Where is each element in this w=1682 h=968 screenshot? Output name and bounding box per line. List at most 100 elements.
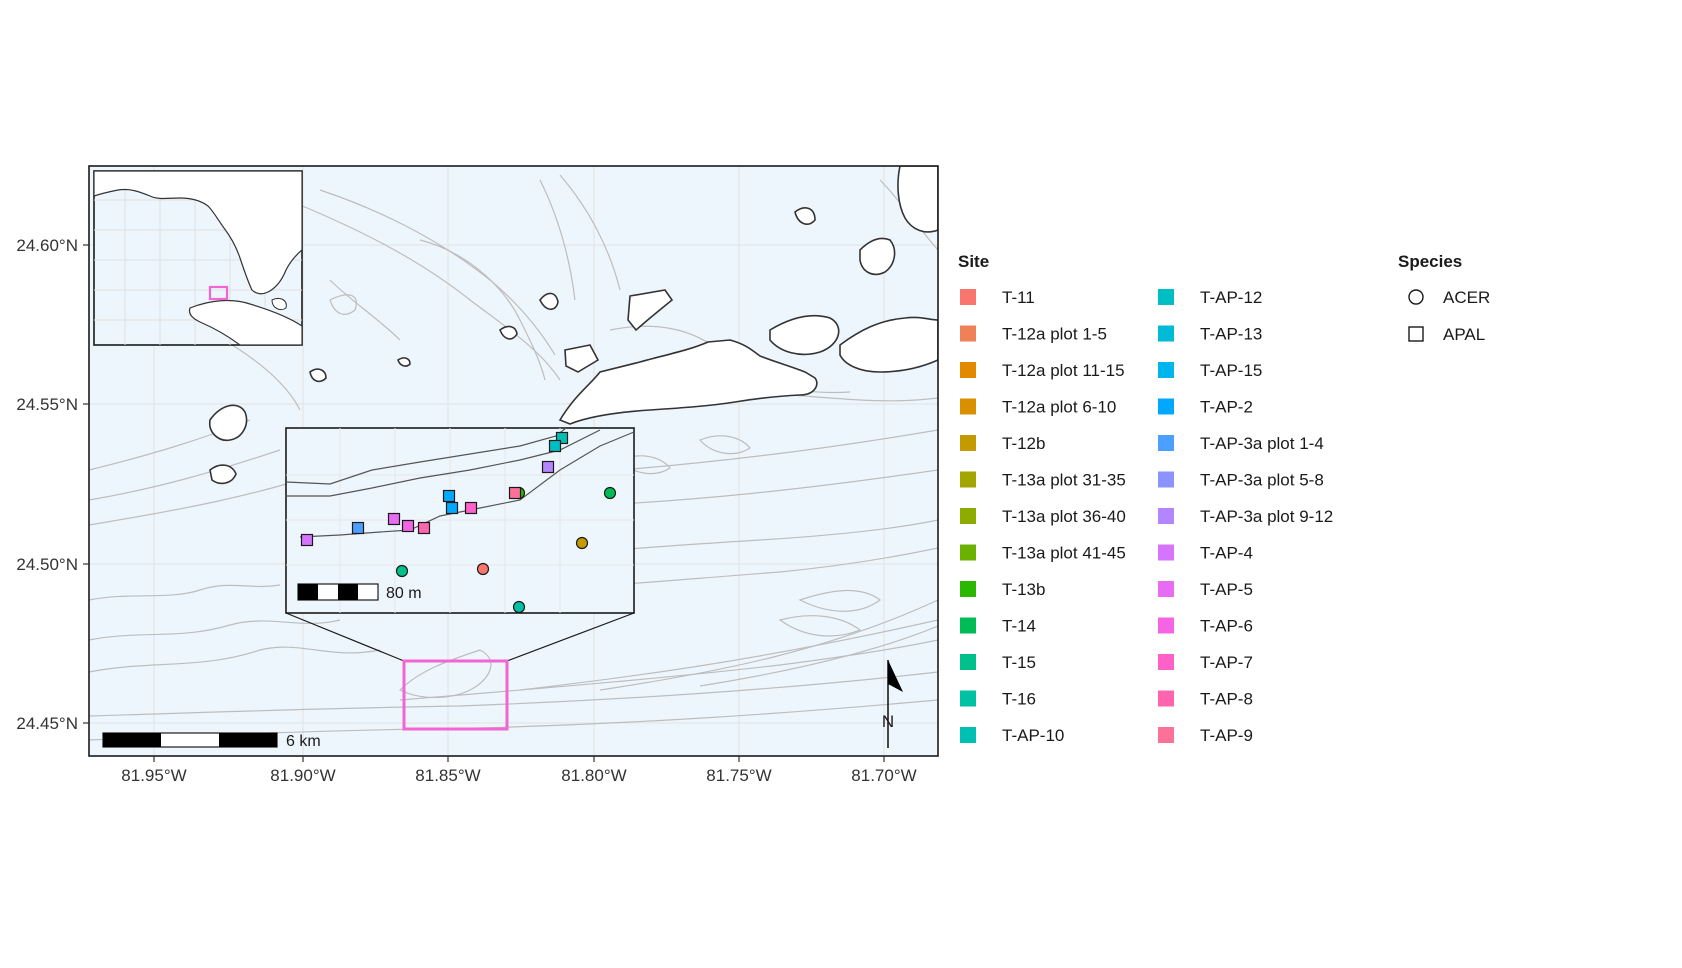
site-legend-title: Site xyxy=(958,252,989,271)
site-color-key xyxy=(1158,690,1174,707)
site-legend-item: T-AP-3a plot 5-8 xyxy=(1158,471,1324,490)
acer-site-marker xyxy=(603,486,617,500)
site-legend-item: T-13a plot 36-40 xyxy=(960,507,1126,526)
site-legend-label: T-14 xyxy=(1002,617,1036,636)
apal-site-marker xyxy=(548,439,562,453)
north-arrow: N xyxy=(882,660,903,748)
site-legend-item: T-AP-15 xyxy=(1158,361,1262,380)
x-tick-label: 81.80°W xyxy=(561,766,626,785)
site-legend-label: T-16 xyxy=(1002,690,1036,709)
inset-scale-bar-label: 80 m xyxy=(386,585,422,602)
site-legend-label: T-12a plot 1-5 xyxy=(1002,325,1107,344)
site-color-key xyxy=(960,690,976,707)
site-color-key xyxy=(1158,435,1174,451)
site-legend-item: T-AP-8 xyxy=(1158,690,1253,709)
site-legend-label: T-15 xyxy=(1002,653,1036,672)
site-color-key xyxy=(960,362,976,378)
site-legend-item: T-AP-12 xyxy=(1158,288,1262,307)
sites-inset: 80 m xyxy=(285,427,635,614)
study-area-box xyxy=(285,612,635,731)
x-tick-label: 81.85°W xyxy=(415,766,480,785)
x-tick-label: 81.70°W xyxy=(851,766,916,785)
acer-site-marker xyxy=(575,536,589,550)
site-legend-item: T-AP-4 xyxy=(1158,544,1253,563)
apal-site-marker xyxy=(464,501,478,515)
apal-site-marker xyxy=(401,519,415,533)
site-color-key xyxy=(1158,362,1174,378)
woman-key xyxy=(309,368,327,383)
scale-bar: 6 km xyxy=(102,732,321,750)
site-legend-label: T-12a plot 11-15 xyxy=(1002,361,1125,380)
x-tick-label: 81.90°W xyxy=(270,766,335,785)
site-legend-label: T-13a plot 36-40 xyxy=(1002,507,1126,526)
site-color-key xyxy=(1158,398,1174,415)
site-legend-label: T-AP-8 xyxy=(1200,690,1253,709)
x-tick-label: 81.75°W xyxy=(706,766,771,785)
site-color-key xyxy=(960,544,976,561)
site-legend-label: T-AP-3a plot 5-8 xyxy=(1200,471,1324,490)
site-legend: Site T-11 T-12a plot 1-5 T-12a plot 11-15 T… xyxy=(958,252,1333,745)
site-legend-label: T-AP-5 xyxy=(1200,580,1253,599)
site-legend-label: T-13a plot 31-35 xyxy=(1002,471,1126,490)
mule-key xyxy=(499,325,518,340)
site-legend-item: T-AP-3a plot 1-4 xyxy=(1158,434,1324,453)
apal-site-marker xyxy=(387,512,401,526)
site-legend-item: T-14 xyxy=(960,617,1036,636)
species-legend-title: Species xyxy=(1398,252,1462,271)
northern-islet xyxy=(794,207,816,225)
study-area-marker xyxy=(208,285,229,301)
site-color-key xyxy=(1158,654,1174,670)
site-color-key xyxy=(1158,471,1174,488)
acer-site-marker xyxy=(476,562,490,576)
acer-site-marker xyxy=(512,600,526,614)
site-legend-item: T-13a plot 41-45 xyxy=(960,544,1126,563)
site-legend-item: T-AP-2 xyxy=(1158,398,1253,417)
site-color-key xyxy=(960,727,976,743)
site-color-key xyxy=(1158,617,1174,634)
boca-chica xyxy=(839,316,938,373)
site-legend-item: T-13a plot 31-35 xyxy=(960,471,1126,490)
stock-island xyxy=(769,314,840,356)
species-legend-label: ACER xyxy=(1443,288,1490,307)
site-color-key xyxy=(1158,289,1174,305)
acer-site-marker xyxy=(395,564,409,578)
y-tick-label: 24.60°N xyxy=(16,236,78,255)
species-legend: Species ACER APAL xyxy=(1398,252,1490,344)
site-legend-label: T-AP-9 xyxy=(1200,726,1253,745)
site-color-key xyxy=(1158,581,1174,597)
north-arrow-label: N xyxy=(882,712,894,731)
coastline xyxy=(208,166,938,485)
site-legend-item: T-12a plot 11-15 xyxy=(960,361,1125,380)
site-legend-label: T-AP-13 xyxy=(1200,325,1262,344)
site-legend-item: T-12b xyxy=(960,434,1045,453)
x-tick-label: 81.95°W xyxy=(121,766,186,785)
scale-bar-label: 6 km xyxy=(286,733,321,750)
site-legend-label: T-11 xyxy=(1002,288,1035,307)
site-legend-item: T-12a plot 6-10 xyxy=(960,398,1116,417)
y-tick-label: 24.50°N xyxy=(16,555,78,574)
site-legend-label: T-AP-2 xyxy=(1200,398,1253,417)
site-legend-label: T-12a plot 6-10 xyxy=(1002,398,1116,417)
cuba-landmass xyxy=(188,299,302,345)
site-color-key xyxy=(960,398,976,415)
site-legend-item: T-AP-9 xyxy=(1158,726,1253,745)
sunset-key xyxy=(539,292,559,311)
florida-landmass xyxy=(94,171,302,295)
site-legend-label: T-AP-4 xyxy=(1200,544,1253,563)
site-legend-item: T-AP-13 xyxy=(1158,325,1262,344)
site-legend-item: T-15 xyxy=(960,653,1036,672)
apal-site-marker xyxy=(508,486,522,500)
site-legend-label: T-13a plot 41-45 xyxy=(1002,544,1126,563)
acer-circle-key xyxy=(1408,289,1424,305)
site-color-key xyxy=(960,471,976,488)
site-legend-label: T-AP-3a plot 1-4 xyxy=(1200,434,1324,453)
site-legend-item: T-AP-7 xyxy=(1158,653,1253,672)
site-legend-item: T-AP-6 xyxy=(1158,617,1253,636)
y-tick-label: 24.55°N xyxy=(16,395,78,414)
boca-grande xyxy=(209,464,237,485)
site-color-key xyxy=(1158,508,1174,524)
fleming-key xyxy=(627,289,674,332)
apal-site-marker xyxy=(300,533,314,547)
site-color-key xyxy=(1158,727,1174,743)
site-legend-item: T-AP-3a plot 9-12 xyxy=(1158,507,1333,526)
